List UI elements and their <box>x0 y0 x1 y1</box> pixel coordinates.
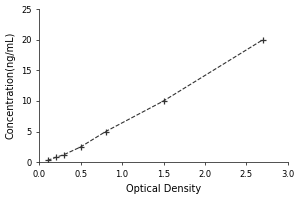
Y-axis label: Concentration(ng/mL): Concentration(ng/mL) <box>6 32 16 139</box>
X-axis label: Optical Density: Optical Density <box>126 184 201 194</box>
